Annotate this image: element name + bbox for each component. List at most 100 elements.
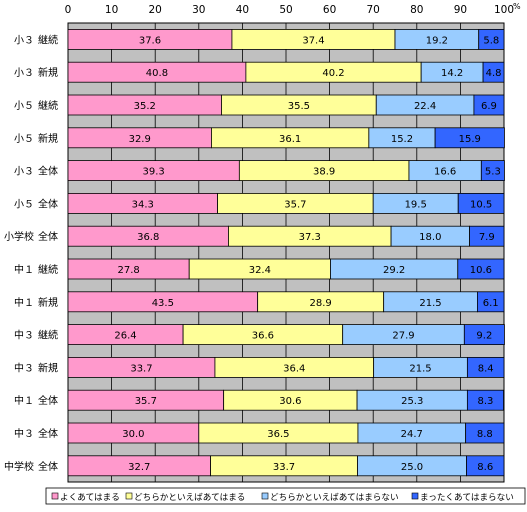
- bar-segment: [457, 258, 505, 280]
- bar-value-label: 10.6: [470, 265, 492, 276]
- category-type-label: 全体: [38, 394, 58, 407]
- bar-value-label: 22.4: [414, 101, 436, 112]
- bar-value-label: 26.4: [114, 331, 136, 342]
- category-group-label: 中１: [14, 263, 34, 276]
- category-group-label: 中１: [14, 394, 34, 407]
- bar-value-label: 9.2: [476, 331, 492, 342]
- bar-value-label: 28.9: [310, 298, 332, 309]
- bar-value-label: 34.3: [132, 199, 154, 210]
- bar-value-label: 10.5: [470, 199, 492, 210]
- bar-value-label: 19.5: [405, 199, 427, 210]
- bar-value-label: 36.1: [279, 134, 301, 145]
- category-group-label: 小３: [14, 34, 34, 46]
- bar-value-label: 37.6: [139, 35, 161, 46]
- x-tick-label: 90: [454, 4, 467, 16]
- bar-value-label: 8.6: [477, 462, 493, 473]
- bar-value-label: 35.5: [288, 101, 310, 112]
- bar-value-label: 32.4: [249, 265, 271, 276]
- bar-segment: [463, 324, 505, 346]
- category-type-label: 全体: [38, 197, 58, 210]
- category-type-label: 全体: [38, 460, 58, 473]
- bar-value-label: 24.7: [401, 429, 423, 440]
- bar-value-label: 6.9: [481, 101, 497, 112]
- bar-value-label: 29.2: [383, 265, 405, 276]
- bar-segment: [434, 127, 505, 149]
- category-type-label: 全体: [38, 165, 58, 178]
- bar-segment: [466, 455, 505, 477]
- category-group-label: 中３: [14, 427, 34, 440]
- bar-value-label: 43.5: [152, 298, 174, 309]
- bar-value-label: 6.1: [483, 298, 499, 309]
- bar-value-label: 32.9: [129, 134, 151, 145]
- x-tick-label: 40: [236, 4, 249, 16]
- bar-value-label: 38.9: [313, 167, 335, 178]
- bar-value-label: 18.0: [419, 232, 441, 243]
- category-group-label: 中３: [14, 361, 34, 374]
- x-axis: 0 10 20 30 40 50 60 70 80 90 100%: [65, 2, 521, 16]
- bar-value-label: 36.8: [137, 232, 159, 243]
- legend-box: [45, 487, 526, 505]
- x-tick-label: 70: [367, 4, 380, 16]
- x-tick-label: 10: [105, 4, 118, 16]
- bar-value-label: 30.6: [279, 396, 301, 407]
- bar-value-label: 36.6: [252, 331, 274, 342]
- bar-value-label: 35.7: [135, 396, 157, 407]
- category-type-label: 継続: [38, 329, 58, 342]
- bar-value-label: 4.8: [486, 68, 502, 79]
- bar-value-label: 5.8: [483, 35, 499, 46]
- bar-value-label: 8.8: [477, 429, 493, 440]
- bar-value-label: 30.0: [122, 429, 144, 440]
- x-tick-label: 100: [494, 4, 514, 16]
- legend-swatch: [411, 492, 419, 500]
- category-group-label: 中１: [14, 296, 34, 309]
- bar-value-label: 37.3: [299, 232, 321, 243]
- bar-segment: [482, 61, 505, 83]
- bar-segment: [465, 422, 505, 444]
- bar-value-label: 8.3: [478, 396, 494, 407]
- bar-value-label: 16.6: [434, 167, 456, 178]
- x-tick-label: 50: [279, 4, 292, 16]
- plot-area: [67, 22, 505, 483]
- bar-value-label: 7.9: [479, 232, 495, 243]
- bar-value-label: 27.9: [392, 331, 414, 342]
- bar-value-label: 33.7: [273, 462, 295, 473]
- category-type-label: 継続: [38, 99, 58, 112]
- x-tick-label: 30: [192, 4, 205, 16]
- bar-value-label: 35.2: [134, 101, 156, 112]
- bar-segment: [469, 225, 505, 247]
- bar-value-label: 19.2: [426, 35, 448, 46]
- x-tick-label: 20: [149, 4, 162, 16]
- bar-value-label: 15.2: [391, 134, 413, 145]
- bar-value-label: 15.9: [459, 134, 481, 145]
- category-group-label: 中学校: [4, 460, 34, 473]
- legend-swatch: [125, 492, 133, 500]
- bar-value-label: 25.3: [401, 396, 423, 407]
- category-type-label: 全体: [38, 230, 58, 243]
- x-tick-label: 60: [323, 4, 336, 16]
- category-type-label: 継続: [38, 33, 58, 46]
- bars: 37.6 37.4 19.2 5.8 40.8 40.2 14.2 4.8 35.2 35.5 22…: [67, 28, 505, 477]
- category-type-label: 継続: [38, 263, 58, 276]
- bar-value-label: 37.4: [302, 35, 324, 46]
- bar-segment: [478, 28, 505, 50]
- category-group-label: 小３: [14, 166, 34, 178]
- bar-segment: [477, 291, 505, 313]
- category-group-label: 小５: [14, 100, 34, 112]
- legend-swatch: [261, 492, 269, 500]
- bar-value-label: 36.5: [267, 429, 289, 440]
- bar-value-label: 8.4: [478, 363, 494, 374]
- category-group-label: 小５: [14, 198, 34, 210]
- bar-value-label: 32.7: [128, 462, 150, 473]
- category-type-label: 全体: [38, 427, 58, 440]
- bar-value-label: 40.2: [322, 68, 344, 79]
- category-group-label: 小学校: [4, 230, 34, 243]
- bar-value-label: 21.5: [419, 298, 441, 309]
- bar-segment: [466, 389, 504, 411]
- bar-value-label: 39.3: [143, 167, 165, 178]
- category-type-label: 新規: [38, 66, 58, 79]
- bar-value-label: 33.7: [130, 363, 152, 374]
- x-tick-label: 80: [410, 4, 423, 16]
